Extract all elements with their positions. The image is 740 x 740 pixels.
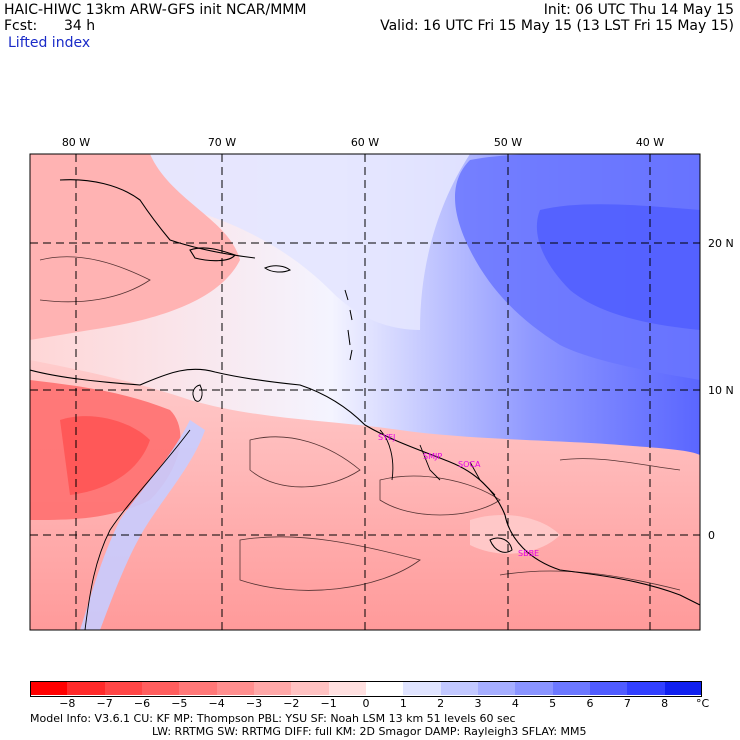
colorbar-swatch	[67, 681, 106, 695]
colorbar-tick-label: −2	[283, 697, 300, 710]
colorbar-swatch	[440, 681, 479, 695]
lat-label-10n: 10 N	[708, 384, 734, 397]
map-title: HAIC-HIWC 13km ARW-GFS init NCAR/MMM	[4, 2, 307, 18]
stable-region-core	[536, 204, 700, 330]
colorbar-tick-label: 7	[623, 697, 631, 710]
valid-time: Valid: 16 UTC Fri 15 May 15 (13 LST Fri …	[380, 18, 734, 34]
lesser-antilles	[344, 289, 353, 361]
caribbean-coastline	[59, 179, 256, 259]
forecast-hour: 34 h	[64, 18, 96, 34]
colorbar-swatch	[403, 681, 442, 695]
colorbar-swatch	[216, 681, 255, 695]
colombia-border	[84, 429, 191, 630]
colorbar-swatch	[515, 681, 554, 695]
colorbar-tick-label: 4	[511, 697, 519, 710]
french-guiana-border	[469, 461, 496, 496]
colorbar-swatch	[254, 681, 292, 695]
colorbar-swatch	[552, 681, 591, 695]
lat-label-20n: 20 N	[708, 237, 734, 250]
colorbar-tick-label: 8	[661, 697, 669, 710]
colorbar-tick-label: −5	[171, 697, 188, 710]
hispaniola-outline	[189, 247, 236, 262]
graticule	[30, 154, 700, 630]
model-info-line2: LW: RRTMG SW: RRTMG DIFF: full KM: 2D Sm…	[152, 725, 587, 738]
suriname-border	[419, 444, 441, 481]
colorbar-tick-label: 0	[362, 697, 370, 710]
light-stable-band	[150, 154, 470, 330]
station-syej: SYEJ	[378, 433, 395, 442]
colorbar-tick-label: −1	[320, 697, 337, 710]
colorbar-tick-label: 5	[549, 697, 557, 710]
puerto-rico-outline	[263, 265, 291, 273]
model-info-line1: Model Info: V3.6.1 CU: KF MP: Thompson P…	[30, 712, 516, 725]
lon-label-80w: 80 W	[62, 136, 90, 149]
lon-label-40w: 40 W	[636, 136, 664, 149]
colorbar-swatch	[104, 681, 143, 695]
colorbar-swatch	[366, 681, 404, 695]
station-sbbe: SBBE	[518, 549, 539, 558]
colorbar-tick-label: −3	[245, 697, 263, 710]
andes-stable-strip	[80, 420, 205, 630]
colorbar-swatch	[664, 681, 703, 695]
colorbar-swatch	[627, 681, 666, 695]
colorbar-swatch	[291, 681, 330, 695]
colorbar-swatch	[478, 681, 516, 695]
colorbar-tick-label: −7	[96, 697, 113, 710]
marajo-island	[489, 537, 513, 553]
colorbar-tick-label: 3	[474, 697, 482, 710]
colorbar-tick-label: 2	[437, 697, 445, 710]
colorbar-swatch	[590, 681, 628, 695]
strong-instability-core	[60, 416, 150, 495]
south-america-coastline	[30, 368, 700, 606]
field-name: Lifted index	[8, 35, 91, 51]
colorbar-swatch	[179, 681, 218, 695]
colorbar-swatch	[142, 681, 180, 695]
init-time: Init: 06 UTC Thu 14 May 15	[543, 2, 734, 18]
lake-maracaibo	[192, 384, 203, 402]
colorbar-tick-label: −6	[133, 697, 151, 710]
colorbar-swatch	[328, 681, 367, 695]
forecast-label: Fcst:	[4, 18, 38, 34]
lon-label-50w: 50 W	[494, 136, 522, 149]
lon-label-60w: 60 W	[351, 136, 379, 149]
colorbar-tick-label: 6	[586, 697, 594, 710]
colorbar-unit: °C	[696, 697, 710, 710]
colorbar-swatch	[30, 681, 68, 695]
colorbar-tick-label: 1	[399, 697, 407, 710]
colorbar-tick-label: −4	[208, 697, 225, 710]
station-soca: SOCA	[458, 460, 481, 469]
colorbar-frame	[30, 681, 702, 697]
station-smjp: SMJP	[423, 452, 442, 461]
colorbar-tick-label: −8	[59, 697, 76, 710]
lat-label-0: 0	[708, 529, 715, 542]
guyana-border	[379, 429, 394, 481]
caribbean-unstable	[30, 154, 240, 340]
lon-label-70w: 70 W	[208, 136, 236, 149]
